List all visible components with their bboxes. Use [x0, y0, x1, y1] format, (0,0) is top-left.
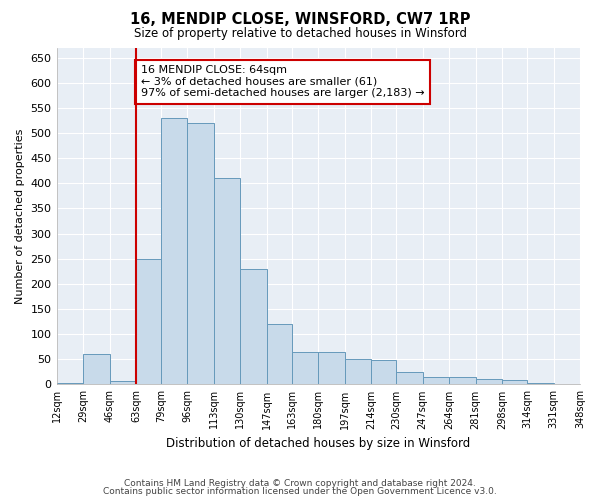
X-axis label: Distribution of detached houses by size in Winsford: Distribution of detached houses by size … — [166, 437, 470, 450]
Bar — [241, 269, 267, 384]
Text: Size of property relative to detached houses in Winsford: Size of property relative to detached ho… — [133, 28, 467, 40]
Bar — [345, 360, 371, 384]
Bar — [292, 352, 318, 384]
Text: Contains public sector information licensed under the Open Government Licence v3: Contains public sector information licen… — [103, 487, 497, 496]
Bar — [396, 372, 422, 384]
Bar — [110, 381, 136, 384]
Bar — [422, 377, 449, 384]
Bar — [502, 380, 527, 384]
Text: Contains HM Land Registry data © Crown copyright and database right 2024.: Contains HM Land Registry data © Crown c… — [124, 478, 476, 488]
Text: 16, MENDIP CLOSE, WINSFORD, CW7 1RP: 16, MENDIP CLOSE, WINSFORD, CW7 1RP — [130, 12, 470, 28]
Bar — [136, 258, 161, 384]
Bar — [83, 354, 110, 384]
Bar — [527, 383, 554, 384]
Bar — [476, 380, 502, 384]
Bar — [56, 383, 83, 384]
Text: 16 MENDIP CLOSE: 64sqm
← 3% of detached houses are smaller (61)
97% of semi-deta: 16 MENDIP CLOSE: 64sqm ← 3% of detached … — [140, 65, 424, 98]
Bar — [449, 378, 476, 384]
Bar — [214, 178, 241, 384]
Bar — [161, 118, 187, 384]
Y-axis label: Number of detached properties: Number of detached properties — [15, 128, 25, 304]
Bar — [318, 352, 345, 384]
Bar — [267, 324, 292, 384]
Bar — [371, 360, 396, 384]
Bar — [187, 123, 214, 384]
